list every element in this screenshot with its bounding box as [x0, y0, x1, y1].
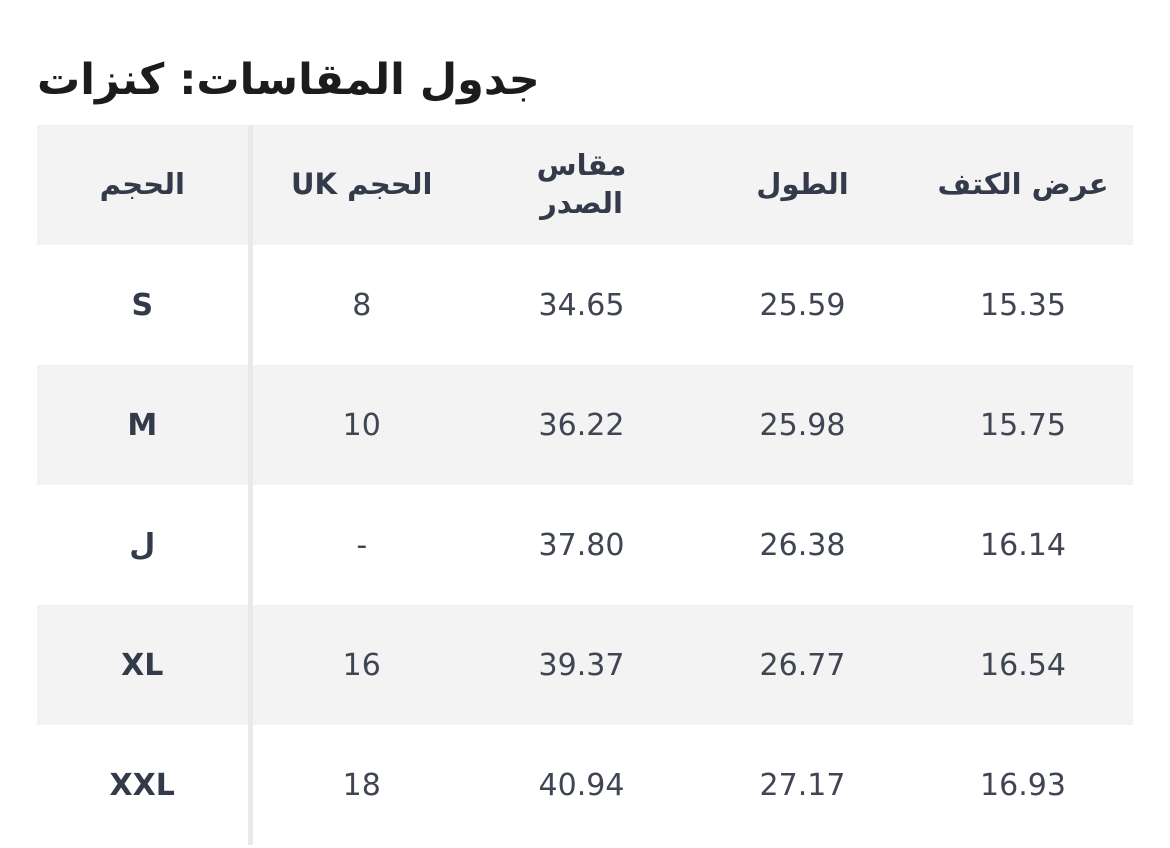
length-cell: 27.17 — [692, 725, 913, 845]
column-header-chest-label: مقاس الصدر — [536, 148, 627, 220]
column-header-chest: مقاس الصدر — [471, 125, 692, 245]
chest-size-cell: 40.94 — [471, 725, 692, 845]
length-cell: 26.38 — [692, 485, 913, 605]
column-header-length-label: الطول — [756, 167, 849, 202]
length-cell: 26.77 — [692, 605, 913, 725]
column-header-size: الحجم — [37, 125, 253, 245]
column-header-uk-size: الحجم UK — [250, 125, 471, 245]
uk-size-cell: 16 — [250, 605, 471, 725]
size-chart-table: الحجم الحجم UK مقاس الصدر الطول عرض الكت… — [37, 125, 1136, 845]
size-cell: XL — [37, 605, 253, 725]
shoulder-width-cell: 15.35 — [913, 245, 1133, 365]
size-cell: ل — [37, 485, 253, 605]
column-header-size-label: الحجم — [99, 167, 185, 202]
table-header-row: الحجم الحجم UK مقاس الصدر الطول عرض الكت… — [37, 125, 1133, 245]
column-header-uk-size-label: الحجم UK — [291, 167, 433, 202]
page-title: جدول المقاسات: كنزات — [37, 54, 540, 105]
chest-size-cell: 36.22 — [471, 365, 692, 485]
uk-size-cell: 8 — [250, 245, 471, 365]
shoulder-width-cell: 16.93 — [913, 725, 1133, 845]
uk-size-cell: 10 — [250, 365, 471, 485]
table-row-s: S 8 34.65 25.59 15.35 — [37, 245, 1133, 365]
size-cell: M — [37, 365, 253, 485]
column-header-length: الطول — [692, 125, 913, 245]
shoulder-width-cell: 16.14 — [913, 485, 1133, 605]
chest-size-cell: 39.37 — [471, 605, 692, 725]
column-header-shoulder: عرض الكتف — [913, 125, 1133, 245]
column-header-shoulder-label: عرض الكتف — [937, 167, 1109, 202]
table-row-xxl: XXL 18 40.94 27.17 16.93 — [37, 725, 1133, 845]
chest-size-cell: 34.65 — [471, 245, 692, 365]
shoulder-width-cell: 15.75 — [913, 365, 1133, 485]
size-cell: S — [37, 245, 253, 365]
uk-size-cell: 18 — [250, 725, 471, 845]
length-cell: 25.59 — [692, 245, 913, 365]
chest-size-cell: 37.80 — [471, 485, 692, 605]
table-row-xl: XL 16 39.37 26.77 16.54 — [37, 605, 1133, 725]
table-row-m: M 10 36.22 25.98 15.75 — [37, 365, 1133, 485]
table-row-l: ل - 37.80 26.38 16.14 — [37, 485, 1133, 605]
length-cell: 25.98 — [692, 365, 913, 485]
uk-size-cell: - — [250, 485, 471, 605]
shoulder-width-cell: 16.54 — [913, 605, 1133, 725]
size-cell: XXL — [37, 725, 253, 845]
